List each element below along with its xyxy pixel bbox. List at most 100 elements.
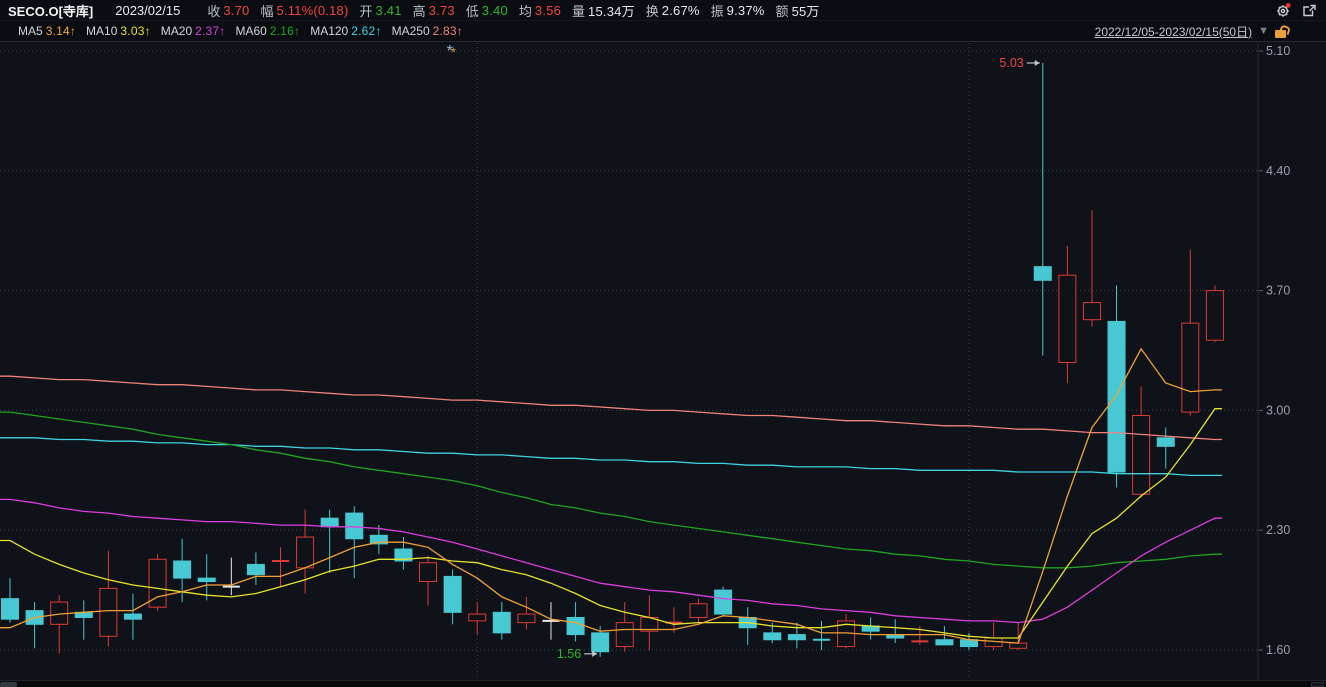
ma-label: MA60 <box>235 24 267 38</box>
candle <box>812 620 830 650</box>
ma-line-ma60 <box>0 411 1222 569</box>
candle <box>1082 210 1101 327</box>
trade-date: 2023/02/15 <box>115 2 181 18</box>
candle <box>837 614 856 649</box>
candle <box>148 554 167 611</box>
quote-field-label: 均 <box>518 3 532 19</box>
candle <box>271 547 289 587</box>
candle <box>861 617 880 640</box>
quote-fields: 收 3.70 幅 5.11%(0.18) 开 3.41 高 3.73 低 3.40 均 3.56 量 15… <box>196 1 819 20</box>
price-annotation: 1.56 <box>557 647 581 661</box>
ma-legend-items: MA5 3.14↑ MA10 3.03↑ MA20 2.37↑ MA60 2.16↑ MA120… <box>8 24 463 38</box>
quote-field-value: 5.11%(0.18) <box>276 2 349 18</box>
date-range-control: 2022/12/05-2023/02/15(50日) ▼ <box>1095 23 1286 40</box>
horizontal-scrollbar[interactable] <box>0 680 1326 687</box>
ma-label: MA250 <box>391 24 430 38</box>
quote-field-value: 3.41 <box>375 2 402 18</box>
candle <box>369 525 388 555</box>
ma-value: 3.03↑ <box>120 24 151 38</box>
candle <box>1205 285 1224 342</box>
candle <box>1 578 19 623</box>
candle <box>320 509 339 573</box>
candle <box>886 619 905 644</box>
quote-field-label: 低 <box>465 3 479 19</box>
quote-field-label: 开 <box>359 3 373 19</box>
quote-field-value: 3.56 <box>534 2 562 18</box>
ma-value: 3.14↑ <box>45 24 77 38</box>
quote-field-label: 额 <box>775 3 789 19</box>
candle <box>640 595 659 650</box>
ma-label: MA10 <box>86 24 118 38</box>
candle <box>99 550 118 647</box>
date-range-label[interactable]: 2022/12/05-2023/02/15(50日) <box>1094 24 1253 39</box>
candle <box>517 596 536 630</box>
quote-field-value: 9.37% <box>726 2 765 18</box>
candle <box>787 622 806 649</box>
scrollbar-thumb[interactable] <box>0 682 17 687</box>
quote-field-label: 收 <box>207 3 221 19</box>
chevron-down-icon[interactable]: ▼ <box>1258 25 1269 37</box>
stock-symbol: SECO.O[寺库] <box>8 3 94 19</box>
ma-value: 2.16↑ <box>269 24 301 38</box>
candle <box>714 586 733 616</box>
candle <box>492 602 511 640</box>
price-annotation: 5.03 <box>999 56 1023 70</box>
ma-value: 2.83↑ <box>432 24 463 38</box>
candle <box>984 622 1003 650</box>
quote-field-value: 3.73 <box>428 2 455 18</box>
quote-info-bar: SECO.O[寺库] 2023/02/15 收 3.70 幅 5.11%(0.18) 开… <box>0 0 1326 21</box>
axis-label: 4.40 <box>1266 164 1290 178</box>
axis-label: 3.00 <box>1266 403 1290 417</box>
ma-value: 2.37↑ <box>195 24 226 38</box>
ma-legend-bar: MA5 3.14↑ MA10 3.03↑ MA20 2.37↑ MA60 2.16↑ MA120… <box>0 21 1326 42</box>
candle <box>222 557 240 596</box>
candle <box>738 607 757 645</box>
candle <box>542 602 560 640</box>
open-external-icon[interactable] <box>1301 2 1318 19</box>
quote-field-label: 量 <box>572 3 586 19</box>
candle <box>123 593 142 640</box>
candle <box>1132 386 1151 498</box>
quote-field-value: 3.40 <box>481 2 508 18</box>
candle <box>197 554 216 601</box>
candle <box>1156 427 1175 469</box>
candle <box>1058 246 1077 384</box>
candle <box>74 600 93 640</box>
axis-label: 1.60 <box>1266 643 1290 657</box>
ma-line-ma5 <box>0 347 1222 644</box>
axis-label: 5.10 <box>1266 44 1290 58</box>
event-marker-icon: * <box>447 43 453 60</box>
candle <box>615 602 634 652</box>
axis-label: 3.70 <box>1266 284 1290 298</box>
ma-line-ma120 <box>0 437 1222 477</box>
scrollbar-corner <box>1311 682 1324 687</box>
ma-value: 2.62↑ <box>351 24 382 38</box>
gear-icon[interactable] <box>1275 2 1292 19</box>
ma-line-ma250 <box>0 375 1222 441</box>
candle <box>246 552 265 585</box>
candle <box>935 626 954 646</box>
header-icons <box>1275 2 1318 19</box>
candle <box>25 602 44 649</box>
event-marker-icon: * <box>451 44 457 60</box>
annotation-arrowhead <box>1034 59 1040 66</box>
candle <box>50 595 69 654</box>
quote-field-value: 3.70 <box>223 2 250 18</box>
ma-label: MA20 <box>160 24 193 38</box>
candle <box>1033 62 1052 356</box>
candle <box>419 555 438 606</box>
candle <box>443 569 462 625</box>
quote-field-value: 55万 <box>791 3 820 19</box>
candle <box>1107 285 1126 488</box>
quote-field-value: 2.67% <box>661 2 700 18</box>
unlock-icon[interactable] <box>1275 29 1286 38</box>
candle <box>468 602 487 635</box>
ma-label: MA5 <box>18 24 43 38</box>
quote-field-label: 高 <box>412 3 426 19</box>
ma-label: MA120 <box>310 24 349 38</box>
ma-line-ma10 <box>0 408 1222 639</box>
candle <box>689 598 708 623</box>
axis-label: 2.30 <box>1266 523 1290 537</box>
